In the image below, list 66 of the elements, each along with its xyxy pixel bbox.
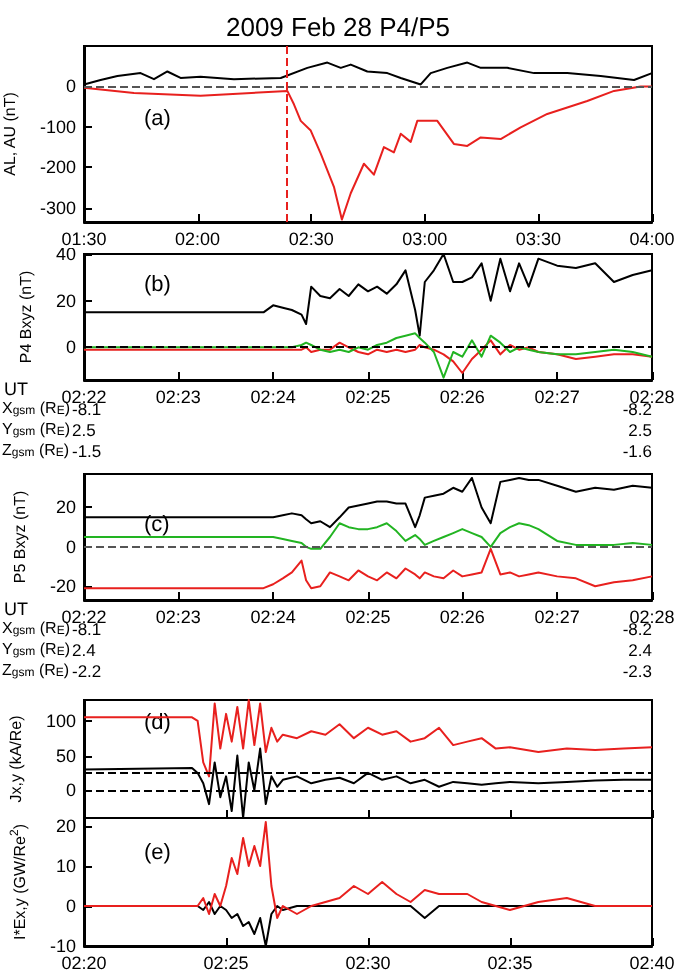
text: -2.2 <box>72 661 102 681</box>
x-tick-label: 02:28 <box>629 387 675 407</box>
y-tick-label: -10 <box>49 936 76 956</box>
y-tick-label: 0 <box>65 780 76 801</box>
x-tick-label: 04:00 <box>629 229 675 249</box>
annotation: (c) <box>144 513 170 537</box>
y-tick-label: 20 <box>55 497 76 518</box>
text: 2.4 <box>628 640 653 660</box>
text: -1.6 <box>622 441 653 461</box>
text: UT <box>4 599 29 619</box>
x-tick-label: 02:20 <box>61 953 107 973</box>
line-series <box>83 547 653 590</box>
x-tick-label: 02:35 <box>487 953 533 973</box>
annotation: (b) <box>144 273 171 297</box>
annotation: (a) <box>144 107 171 131</box>
x-tick-label: 01:30 <box>61 229 107 249</box>
y-tick-label: 0 <box>65 896 76 916</box>
x-tick-label: 02:00 <box>175 229 221 249</box>
x-tick-label: 02:24 <box>250 387 296 407</box>
x-tick-label: 02:26 <box>439 607 485 627</box>
x-tick-label: 02:30 <box>288 229 334 249</box>
x-tick-label: 02:27 <box>534 607 580 627</box>
text: 2.4 <box>72 640 97 660</box>
text: -1.5 <box>72 441 102 461</box>
y-tick-label: 0 <box>65 76 76 97</box>
x-tick-label: 02:24 <box>250 607 296 627</box>
y-tick-label: -300 <box>39 197 76 218</box>
annotation: (e) <box>144 841 171 865</box>
text: 2.5 <box>628 420 653 440</box>
x-tick-label: 03:00 <box>402 229 448 249</box>
annotation: (d) <box>144 711 171 735</box>
x-tick-label: 02:28 <box>629 607 675 627</box>
y-tick-label: -200 <box>39 157 76 178</box>
text: UT <box>4 379 29 399</box>
x-tick-label: 02:23 <box>155 607 201 627</box>
y-tick-label: 100 <box>45 710 76 731</box>
line-series <box>83 339 653 374</box>
chart-title: 2009 Feb 28 P4/P5 <box>225 12 451 42</box>
y-tick-label: 40 <box>55 244 76 264</box>
x-tick-label: 02:25 <box>203 953 249 973</box>
x-tick-label: 02:22 <box>61 387 107 407</box>
y-tick-label: -20 <box>49 576 76 597</box>
y-axis-title: AL, AU (nT) <box>1 91 20 176</box>
x-tick-label: 02:30 <box>345 953 391 973</box>
y-tick-label: 10 <box>55 856 76 876</box>
line-series <box>83 821 653 919</box>
y-axis-title: Jx,y (kA/Re) <box>7 714 26 803</box>
text: 2.5 <box>72 420 97 440</box>
x-tick-label: 02:40 <box>629 953 675 973</box>
y-tick-label: 20 <box>55 290 76 311</box>
x-tick-label: 02:25 <box>345 387 391 407</box>
y-axis-title: P5 Bxyz (nT) <box>11 490 30 584</box>
y-tick-label: -100 <box>39 116 76 137</box>
line-series <box>83 699 653 778</box>
x-tick-label: 02:22 <box>61 607 107 627</box>
text: -2.3 <box>622 661 653 681</box>
y-tick-label: 20 <box>55 816 76 836</box>
y-tick-label: 0 <box>65 337 76 358</box>
y-tick-label: 50 <box>55 745 76 766</box>
y-tick-label: 0 <box>65 536 76 557</box>
y-axis-title: P4 Bxyz (nT) <box>17 270 35 364</box>
x-tick-label: 02:23 <box>155 387 201 407</box>
x-tick-label: 03:30 <box>515 229 561 249</box>
x-tick-label: 02:27 <box>534 387 580 407</box>
x-tick-label: 02:25 <box>345 607 391 627</box>
x-tick-label: 02:26 <box>439 387 485 407</box>
